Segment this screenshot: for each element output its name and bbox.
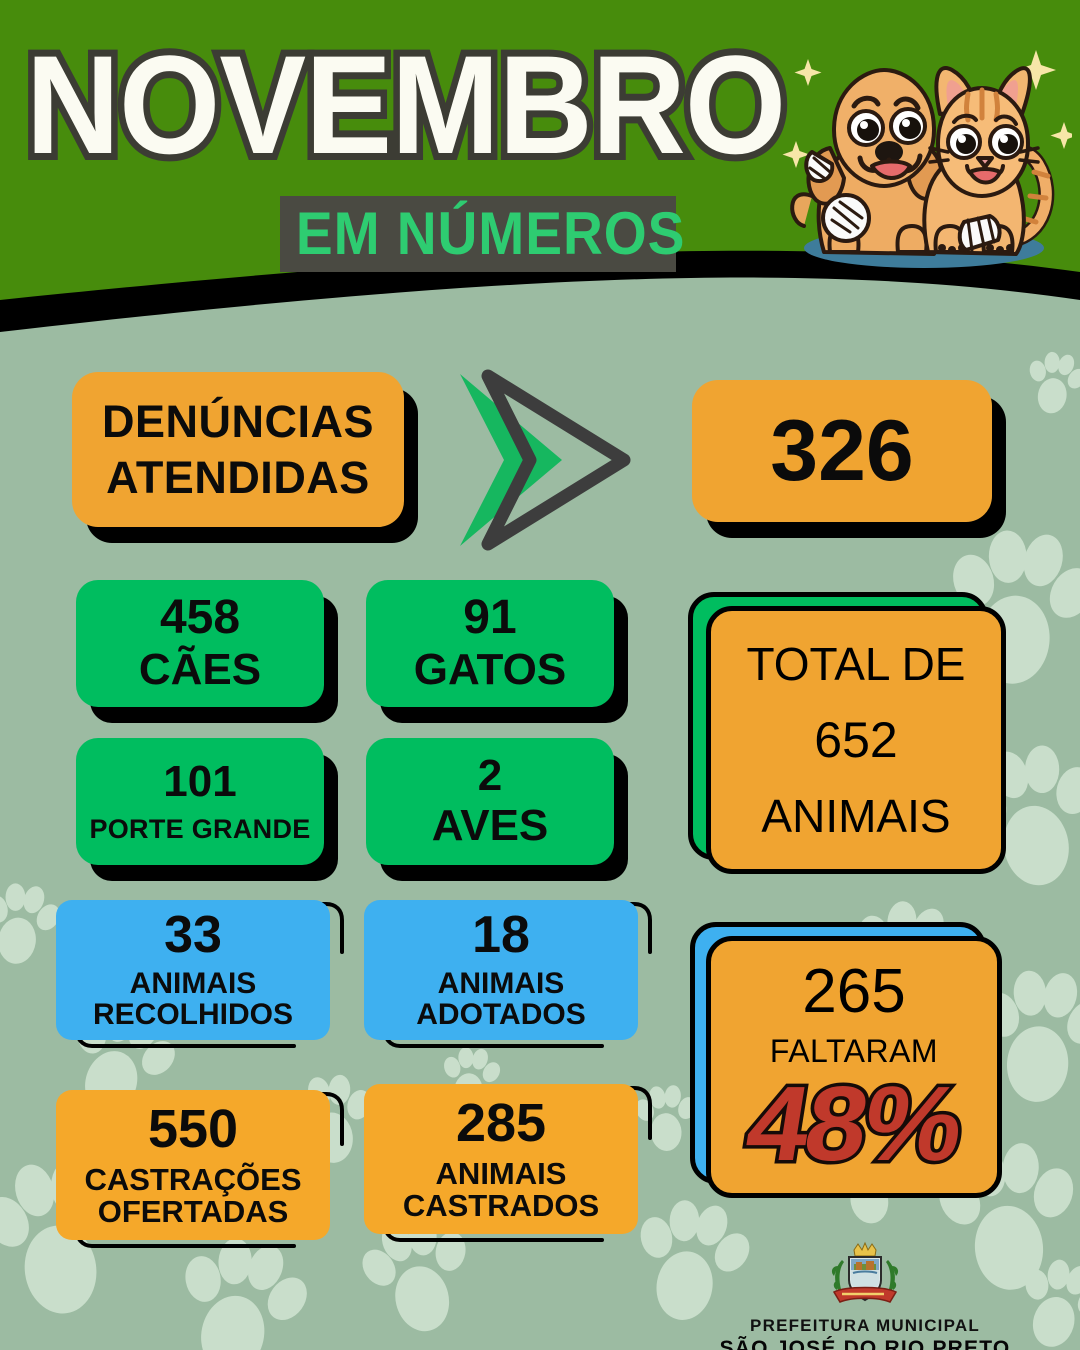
animals-collected-card[interactable]: 33 ANIMAIS RECOLHIDOS: [56, 900, 330, 1040]
page-title: NOVEMBRO: [19, 26, 792, 183]
remaining-value: 265: [802, 957, 906, 1027]
breakdown-label-dogs: CÃES: [138, 645, 262, 695]
complaints-label-card[interactable]: DENÚNCIAS ATENDIDAS: [72, 372, 404, 527]
breakdown-value-cats: 91: [463, 591, 517, 645]
castrations-offered-value: 550: [147, 1099, 239, 1160]
animals-collected-label-line2: RECOLHIDOS: [92, 998, 293, 1031]
animals-collected-label-line1: ANIMAIS: [129, 967, 257, 1001]
complaints-label-line1: DENÚNCIAS: [101, 395, 375, 447]
breakdown-label-large-size: PORTE GRANDE: [89, 813, 311, 844]
breakdown-card-large-size[interactable]: 101 PORTE GRANDE: [76, 738, 324, 865]
animals-castrated-label-line2: CASTRADOS: [402, 1188, 600, 1223]
total-value: 652: [814, 712, 898, 768]
green-chevron-arrow-icon: [460, 369, 631, 551]
castrations-offered-card[interactable]: 550 CASTRAÇÕES OFERTADAS: [56, 1090, 330, 1240]
animals-adopted-label-line1: ANIMAIS: [437, 967, 565, 1001]
remaining-label: FALTARAM: [769, 1033, 939, 1070]
header-band: NOVEMBRO EM NÚMEROS: [0, 0, 1080, 340]
animals-collected-value: 33: [164, 906, 222, 965]
total-animals-card[interactable]: TOTAL DE 652 ANIMAIS: [706, 606, 1006, 874]
total-label-line3: ANIMAIS: [761, 790, 951, 842]
animals-adopted-label-line2: ADOTADOS: [416, 998, 586, 1031]
breakdown-label-birds: AVES: [431, 801, 549, 851]
dog-and-cat-illustration: [782, 50, 1072, 268]
page-subtitle: EM NÚMEROS: [295, 200, 686, 267]
animals-adopted-card[interactable]: 18 ANIMAIS ADOTADOS: [364, 900, 638, 1040]
remaining-animals-card[interactable]: 265 FALTARAM 48%: [706, 936, 1002, 1198]
complaints-label-line2: ATENDIDAS: [106, 451, 370, 503]
complaints-value-card[interactable]: 326: [692, 380, 992, 522]
footer-branding: PREFEITURA MUNICIPAL SÃO JOSÉ DO RIO PRE…: [700, 1240, 1030, 1350]
poster-title-wrap: NOVEMBRO: [0, 26, 792, 183]
castrations-offered-label-line2: OFERTADAS: [97, 1194, 289, 1229]
animals-adopted-value: 18: [472, 906, 530, 965]
remaining-percent: 48%: [736, 1062, 973, 1187]
subtitle-band: [280, 196, 676, 272]
breakdown-value-large-size: 101: [163, 756, 237, 806]
breakdown-card-dogs[interactable]: 458 CÃES: [76, 580, 324, 707]
breakdown-value-dogs: 458: [159, 591, 241, 645]
breakdown-card-birds[interactable]: 2 AVES: [366, 738, 614, 865]
breakdown-value-birds: 2: [477, 751, 503, 801]
animals-castrated-card[interactable]: 285 ANIMAIS CASTRADOS: [364, 1084, 638, 1234]
animals-castrated-label-line1: ANIMAIS: [435, 1156, 567, 1192]
breakdown-label-cats: GATOS: [413, 645, 567, 695]
footer-line-2: SÃO JOSÉ DO RIO PRETO: [719, 1337, 1011, 1350]
footer-line-1: PREFEITURA MUNICIPAL: [750, 1316, 980, 1335]
animals-castrated-value: 285: [455, 1093, 547, 1154]
breakdown-card-cats[interactable]: 91 GATOS: [366, 580, 614, 707]
total-label-line1: TOTAL DE: [746, 638, 966, 690]
complaints-value: 326: [770, 403, 914, 499]
castrations-offered-label-line1: CASTRAÇÕES: [84, 1162, 302, 1198]
sao-jose-do-rio-preto-coat-of-arms-icon: [831, 1241, 899, 1303]
